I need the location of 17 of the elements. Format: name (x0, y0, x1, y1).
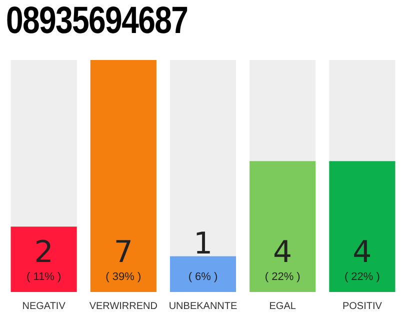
x-tick-label: EGAL (269, 300, 296, 312)
chart-title: 08935694687 (6, 0, 188, 43)
bar (170, 256, 236, 292)
data-label: ( 22% ) (264, 271, 300, 283)
data-label: ( 11% ) (26, 271, 62, 283)
annotation: 7 (114, 235, 133, 270)
annotation: 1 (193, 226, 213, 262)
x-tick-label: UNBEKANNTE (168, 300, 238, 312)
annotation: 4 (352, 235, 372, 270)
x-tick-label: NEGATIV (22, 300, 66, 312)
annotation: 4 (273, 235, 292, 270)
annotation: 2 (34, 235, 54, 270)
data-label: ( 22% ) (344, 271, 380, 283)
x-tick-label: POSITIV (342, 300, 382, 312)
data-label: ( 6% ) (188, 271, 218, 283)
x-tick-label: VERWIRREND (89, 300, 158, 312)
data-label: ( 39% ) (106, 271, 142, 283)
